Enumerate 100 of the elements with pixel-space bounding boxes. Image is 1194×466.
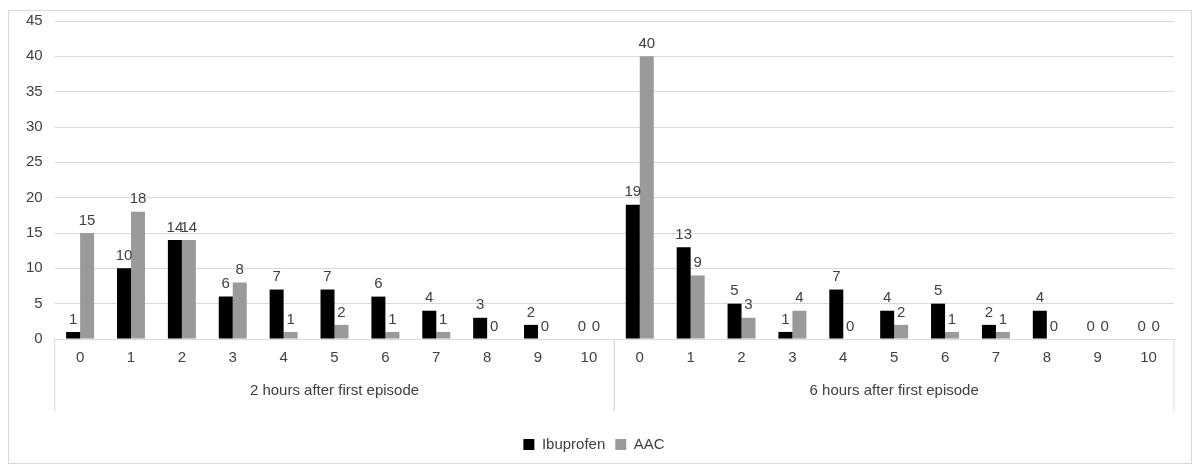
text: 6 hours after first episode xyxy=(809,381,979,399)
bar xyxy=(945,331,960,339)
x-tick-label: 10 xyxy=(580,348,598,366)
data-label: 4 xyxy=(1035,288,1044,306)
legend-label: Ibuprofen xyxy=(541,434,606,452)
x-tick-label: 4 xyxy=(839,348,848,366)
x-tick-label: 10 xyxy=(1140,348,1157,366)
bar xyxy=(66,331,81,339)
x-tick-label: 9 xyxy=(1093,348,1102,366)
x-tick-label: 0 xyxy=(635,348,644,366)
bar xyxy=(741,317,756,339)
x-tick-label: 5 xyxy=(890,348,899,366)
data-label: 3 xyxy=(475,295,485,313)
data-label: 10 xyxy=(115,245,133,263)
data-label: 0 xyxy=(846,316,855,334)
data-label: 1 xyxy=(388,309,397,327)
data-label: 2 xyxy=(337,302,346,320)
bar xyxy=(131,211,145,339)
x-tick-label: 0 xyxy=(75,348,85,366)
y-tick-label: 35 xyxy=(26,81,43,99)
data-label: 4 xyxy=(883,288,892,306)
data-label: 4 xyxy=(795,288,804,306)
bar xyxy=(829,289,844,339)
bar xyxy=(981,324,996,339)
data-label: 13 xyxy=(675,224,693,242)
bar xyxy=(436,331,451,339)
bar xyxy=(894,324,909,339)
data-label: 0 xyxy=(1100,316,1109,334)
data-label: 4 xyxy=(425,288,434,306)
y-tick-label: 5 xyxy=(34,293,43,311)
x-tick-label: 4 xyxy=(279,348,288,366)
y-tick-label: 45 xyxy=(26,11,43,29)
bar xyxy=(690,275,705,339)
bar xyxy=(232,282,247,339)
y-tick-label: 0 xyxy=(34,329,43,347)
data-label: 1 xyxy=(286,309,295,327)
data-label: 7 xyxy=(272,267,281,285)
bar xyxy=(371,296,386,339)
data-label: 2 xyxy=(526,302,536,320)
bar xyxy=(880,310,895,339)
bar xyxy=(524,324,539,339)
data-label: 0 xyxy=(577,316,587,334)
bar xyxy=(181,240,196,339)
bar xyxy=(625,204,640,339)
y-tick-label: 20 xyxy=(26,187,43,205)
x-tick-label: 1 xyxy=(686,348,695,366)
x-tick-label: 2 xyxy=(177,348,187,366)
bar xyxy=(778,331,793,339)
x-tick-label: 7 xyxy=(991,348,1001,366)
data-label: 7 xyxy=(832,267,841,285)
x-tick-label: 6 xyxy=(381,348,390,366)
bar xyxy=(218,296,233,339)
data-label: 1 xyxy=(998,309,1008,327)
data-label: 2 xyxy=(984,302,994,320)
y-tick-label: 25 xyxy=(26,152,43,170)
data-label: 18 xyxy=(129,189,147,207)
data-label: 1 xyxy=(947,309,957,327)
data-label: 0 xyxy=(1137,316,1146,334)
data-label: 5 xyxy=(933,281,943,299)
data-label: 2 xyxy=(896,302,906,320)
bar xyxy=(80,233,95,339)
bar xyxy=(792,310,807,339)
bar xyxy=(473,317,488,339)
data-label: 0 xyxy=(1049,316,1058,334)
y-tick-label: 30 xyxy=(26,117,43,135)
bar xyxy=(269,289,284,339)
x-tick-label: 5 xyxy=(330,348,339,366)
bar xyxy=(676,247,691,339)
data-label: 1 xyxy=(68,309,78,327)
bar xyxy=(320,289,335,339)
data-label: 5 xyxy=(730,281,739,299)
x-tick-label: 3 xyxy=(788,348,797,366)
legend-label: AAC xyxy=(633,434,665,452)
x-tick-label: 1 xyxy=(126,348,136,366)
data-label: 19 xyxy=(624,182,642,200)
data-label: 8 xyxy=(235,260,244,278)
data-label: 9 xyxy=(693,253,702,271)
bar xyxy=(167,240,182,339)
data-label: 7 xyxy=(323,267,332,285)
text: 2 hours after first episode xyxy=(249,381,420,399)
bar xyxy=(995,331,1010,339)
bar xyxy=(385,331,400,339)
bar xyxy=(117,268,131,339)
bar xyxy=(283,331,298,339)
data-label: 15 xyxy=(78,210,96,228)
y-tick-label: 10 xyxy=(26,258,43,276)
data-label: 6 xyxy=(221,274,230,292)
y-tick-label: 40 xyxy=(26,46,43,64)
data-label: 0 xyxy=(1151,316,1160,334)
x-tick-label: 2 xyxy=(737,348,746,366)
data-label: 3 xyxy=(744,295,753,313)
data-label: 0 xyxy=(1086,316,1095,334)
x-tick-label: 9 xyxy=(533,348,543,366)
bar xyxy=(1032,310,1047,339)
data-label: 1 xyxy=(781,309,790,327)
x-tick-label: 7 xyxy=(432,348,441,366)
data-label: 40 xyxy=(638,33,656,51)
bar xyxy=(422,310,437,339)
bar xyxy=(334,324,349,339)
data-label: 6 xyxy=(374,274,383,292)
